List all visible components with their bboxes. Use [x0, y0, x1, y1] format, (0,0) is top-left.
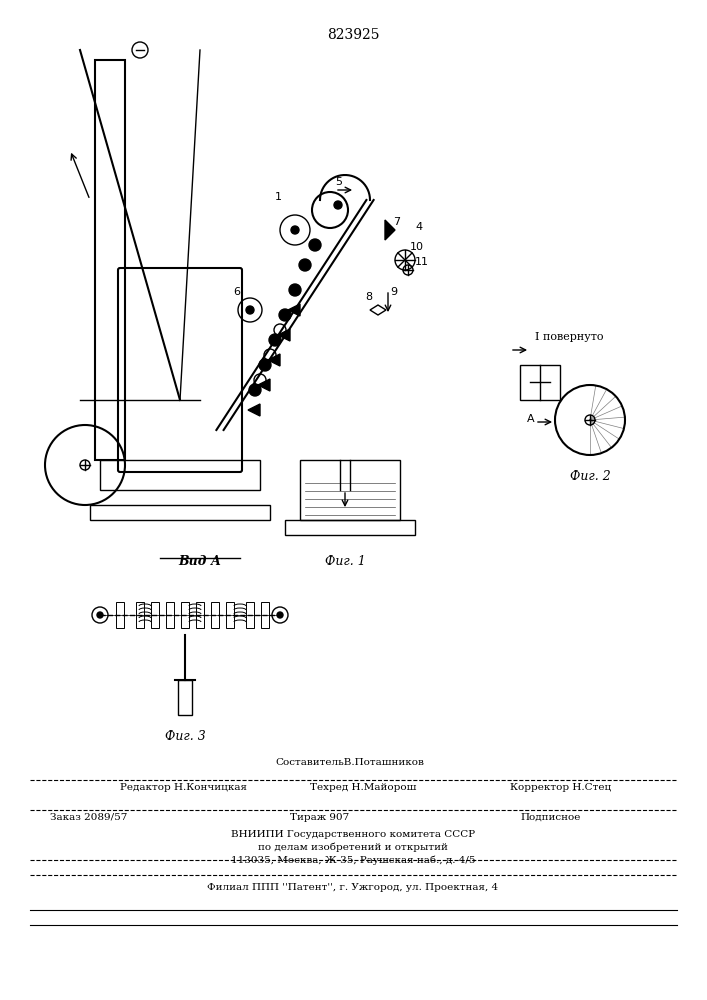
Circle shape: [309, 239, 321, 251]
Text: Филиал ППП ''Патент'', г. Ужгород, ул. Проектная, 4: Филиал ППП ''Патент'', г. Ужгород, ул. П…: [207, 883, 498, 892]
Text: СоставительВ.Поташников: СоставительВ.Поташников: [276, 758, 424, 767]
Text: 4: 4: [415, 222, 422, 232]
Circle shape: [97, 612, 103, 618]
Text: Заказ 2089/57: Заказ 2089/57: [50, 813, 127, 822]
Bar: [178, 680, 192, 715]
Bar: [285, 520, 415, 535]
Text: 11: 11: [415, 257, 429, 267]
Polygon shape: [278, 329, 290, 341]
Text: по делам изобретений и открытий: по делам изобретений и открытий: [258, 842, 448, 852]
Text: Фиг. 1: Фиг. 1: [325, 555, 366, 568]
Text: 5: 5: [335, 177, 342, 187]
Bar: [196, 602, 204, 628]
Bar: [520, 365, 560, 400]
Text: 9: 9: [390, 287, 397, 297]
Circle shape: [289, 284, 301, 296]
Text: Фиг. 3: Фиг. 3: [165, 730, 205, 743]
Bar: [95, 60, 125, 460]
Polygon shape: [268, 354, 280, 366]
Circle shape: [259, 359, 271, 371]
Text: Фиг. 2: Фиг. 2: [570, 470, 610, 483]
Text: I повернуто: I повернуто: [535, 332, 604, 342]
Bar: [246, 602, 254, 628]
Bar: [211, 602, 219, 628]
Text: А: А: [527, 414, 534, 424]
Text: 6: 6: [233, 287, 240, 297]
Bar: [136, 602, 144, 628]
Polygon shape: [385, 220, 395, 240]
Bar: [300, 460, 400, 520]
Text: 8: 8: [365, 292, 372, 302]
Circle shape: [279, 309, 291, 321]
Circle shape: [334, 201, 342, 209]
Text: Корректор Н.Стец: Корректор Н.Стец: [510, 783, 612, 792]
Text: 7: 7: [393, 217, 400, 227]
Text: 113035, Москва, Ж-35, Раушская наб., д. 4/5: 113035, Москва, Ж-35, Раушская наб., д. …: [230, 856, 475, 865]
Bar: [226, 602, 234, 628]
Circle shape: [291, 226, 299, 234]
Text: Редактор Н.Кончицкая: Редактор Н.Кончицкая: [120, 783, 247, 792]
Text: 823925: 823925: [327, 28, 379, 42]
Text: ВНИИПИ Государственного комитета СССР: ВНИИПИ Государственного комитета СССР: [231, 830, 475, 839]
Bar: [181, 602, 189, 628]
Text: Тираж 907: Тираж 907: [290, 813, 349, 822]
Bar: [100, 460, 260, 490]
Text: Подписное: Подписное: [520, 813, 580, 822]
Circle shape: [249, 384, 261, 396]
Circle shape: [246, 306, 254, 314]
Circle shape: [277, 612, 283, 618]
Polygon shape: [258, 379, 270, 391]
Circle shape: [269, 334, 281, 346]
Circle shape: [299, 259, 311, 271]
Bar: [151, 602, 159, 628]
Bar: [116, 602, 124, 628]
Polygon shape: [248, 404, 260, 416]
Text: 10: 10: [410, 242, 424, 252]
Bar: [90, 505, 270, 520]
Bar: [166, 602, 174, 628]
Bar: [261, 602, 269, 628]
Polygon shape: [288, 304, 300, 316]
Text: Вид А: Вид А: [178, 555, 221, 568]
Text: Техред Н.Майорош: Техред Н.Майорош: [310, 783, 416, 792]
Text: 1: 1: [275, 192, 282, 202]
